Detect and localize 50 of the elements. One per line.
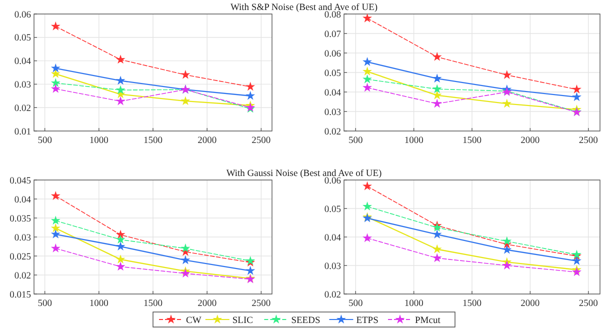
y-tick-label: 0.02	[14, 104, 32, 114]
x-tick-label: 1500	[144, 136, 163, 146]
x-tick-label: 2500	[578, 299, 598, 309]
y-tick-label: 0.07	[324, 30, 342, 40]
y-tick-label: 0.03	[324, 108, 342, 118]
y-tick-label: 0.04	[14, 57, 32, 68]
y-tick-label: 0.03	[324, 262, 342, 272]
y-tick-label: 0.045	[10, 176, 32, 186]
legend-label: SLIC	[232, 316, 253, 326]
y-tick-label: 0.04	[324, 88, 342, 98]
x-tick-label: 2500	[252, 136, 271, 146]
y-tick-label: 0.03	[14, 233, 32, 244]
legend-label: SEEDS	[291, 316, 320, 326]
legend-label: ETPS	[356, 316, 378, 326]
x-tick-label: 2000	[520, 136, 540, 146]
y-tick-label: 0.05	[324, 204, 342, 215]
x-tick-label: 1000	[89, 136, 109, 146]
y-tick-label: 0.03	[14, 80, 32, 90]
x-tick-label: 500	[38, 299, 52, 309]
x-tick-label: 2500	[578, 136, 598, 146]
x-tick-label: 2500	[252, 299, 271, 309]
x-tick-label: 1000	[89, 299, 109, 309]
y-tick-label: 0.05	[324, 68, 342, 79]
y-tick-label: 0.06	[324, 49, 342, 60]
y-tick-label: 0.05	[14, 34, 32, 44]
y-tick-label: 0.02	[324, 290, 342, 300]
x-tick-label: 500	[348, 136, 364, 146]
y-tick-label: 0.025	[10, 252, 32, 262]
x-tick-label: 2000	[198, 299, 217, 309]
y-tick-label: 0.02	[324, 127, 342, 138]
legend-label: CW	[186, 316, 202, 326]
x-tick-label: 2000	[520, 299, 540, 309]
y-tick-label: 0.02	[14, 271, 32, 282]
x-tick-label: 500	[38, 136, 52, 146]
y-tick-label: 0.04	[324, 233, 342, 244]
y-tick-label: 0.035	[10, 214, 32, 224]
y-tick-label: 0.01	[14, 127, 32, 138]
y-tick-label: 0.08	[324, 10, 342, 20]
x-tick-label: 1500	[144, 299, 163, 309]
legend-label: PMcut	[415, 316, 441, 326]
x-tick-label: 1000	[404, 136, 424, 146]
x-tick-label: 1000	[404, 299, 424, 309]
y-tick-label: 0.06	[324, 176, 342, 186]
y-tick-label: 0.015	[10, 290, 32, 300]
y-tick-label: 0.04	[14, 195, 32, 206]
x-tick-label: 2000	[198, 136, 217, 146]
x-tick-label: 1500	[462, 136, 482, 146]
x-tick-label: 1500	[462, 299, 482, 309]
x-tick-label: 500	[348, 299, 364, 309]
y-tick-label: 0.06	[14, 10, 32, 20]
